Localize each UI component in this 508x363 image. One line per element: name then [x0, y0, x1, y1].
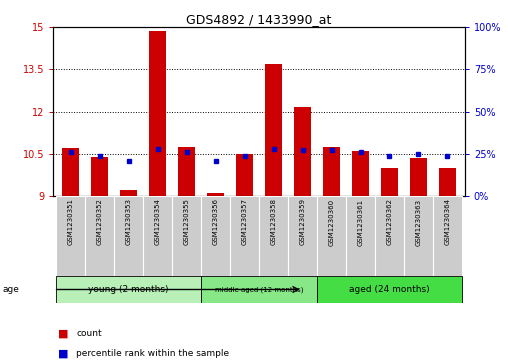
Text: GSM1230353: GSM1230353 — [125, 199, 132, 245]
Bar — [288, 196, 317, 276]
Text: ■: ■ — [58, 329, 69, 339]
Bar — [120, 190, 137, 196]
Bar — [114, 196, 143, 276]
Bar — [317, 276, 462, 303]
Text: GSM1230356: GSM1230356 — [213, 199, 218, 245]
Text: GSM1230354: GSM1230354 — [154, 199, 161, 245]
Text: GSM1230364: GSM1230364 — [444, 199, 451, 245]
Bar — [56, 196, 85, 276]
Bar — [433, 196, 462, 276]
Bar — [62, 148, 79, 196]
Text: count: count — [76, 330, 102, 338]
Text: GSM1230363: GSM1230363 — [416, 199, 422, 245]
Bar — [230, 196, 259, 276]
Bar — [381, 168, 398, 196]
Text: GSM1230352: GSM1230352 — [97, 199, 103, 245]
Text: GSM1230362: GSM1230362 — [387, 199, 393, 245]
Bar — [375, 196, 404, 276]
Text: ■: ■ — [58, 349, 69, 359]
Bar — [236, 154, 253, 196]
Bar — [265, 64, 282, 196]
Bar — [91, 157, 108, 196]
Bar — [56, 276, 201, 303]
Bar — [207, 193, 225, 196]
Bar — [85, 196, 114, 276]
Bar — [323, 147, 340, 196]
Text: young (2 months): young (2 months) — [88, 285, 169, 294]
Bar — [294, 107, 311, 196]
Bar — [439, 168, 456, 196]
Text: middle aged (12 months): middle aged (12 months) — [215, 286, 303, 293]
Bar — [201, 196, 230, 276]
Bar — [346, 196, 375, 276]
Text: GSM1230360: GSM1230360 — [329, 199, 335, 245]
Text: GSM1230359: GSM1230359 — [300, 199, 305, 245]
Text: percentile rank within the sample: percentile rank within the sample — [76, 350, 229, 358]
Bar — [404, 196, 433, 276]
Text: GSM1230358: GSM1230358 — [271, 199, 276, 245]
Bar — [259, 196, 288, 276]
Title: GDS4892 / 1433990_at: GDS4892 / 1433990_at — [186, 13, 332, 26]
Text: GSM1230351: GSM1230351 — [68, 199, 74, 245]
Bar — [178, 147, 196, 196]
Bar — [410, 158, 427, 196]
Text: GSM1230355: GSM1230355 — [183, 199, 189, 245]
Bar — [149, 32, 166, 196]
Text: aged (24 months): aged (24 months) — [349, 285, 430, 294]
Bar — [172, 196, 201, 276]
Bar — [201, 276, 317, 303]
Text: GSM1230357: GSM1230357 — [242, 199, 247, 245]
Bar — [352, 151, 369, 196]
Text: age: age — [3, 285, 19, 294]
Bar — [317, 196, 346, 276]
Text: GSM1230361: GSM1230361 — [358, 199, 364, 245]
Bar — [143, 196, 172, 276]
